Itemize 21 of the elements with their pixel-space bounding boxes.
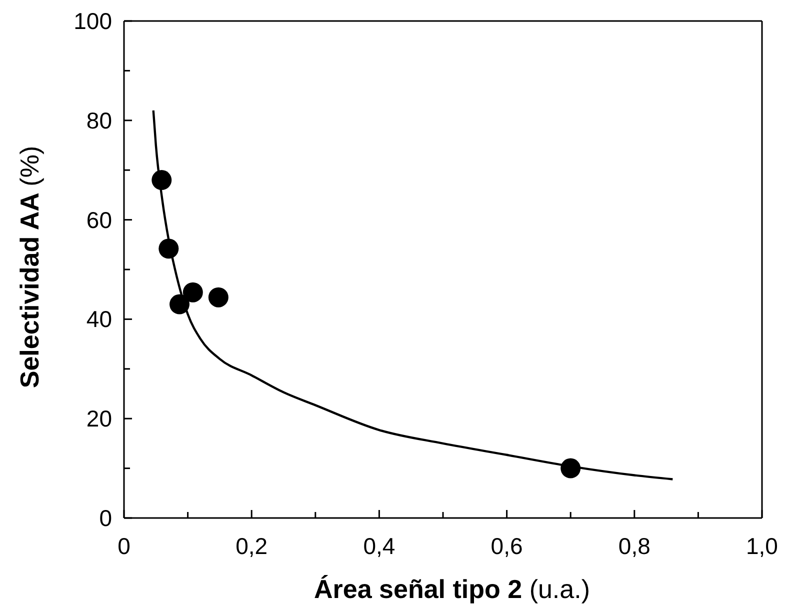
y-tick-label: 0	[99, 505, 112, 531]
y-tick-label: 80	[86, 107, 112, 134]
line-series	[152, 109, 674, 480]
x-tick-label: 1,0	[746, 533, 778, 559]
x-tick-label: 0,8	[618, 533, 650, 559]
y-tick-label: 100	[74, 8, 112, 34]
y-axis-title: Selectividad AA (%)	[14, 146, 44, 388]
x-tick-label: 0	[118, 533, 130, 559]
x-axis-title: Área señal tipo 2 (u.a.)	[314, 574, 590, 604]
x-tick-label: 0,2	[236, 533, 268, 559]
point	[208, 287, 228, 308]
point	[560, 458, 581, 478]
x-tick-label: 0,6	[490, 533, 523, 559]
point	[182, 282, 203, 302]
point	[170, 294, 190, 314]
point	[158, 238, 179, 259]
y-tick-label: 60	[86, 206, 112, 233]
point	[152, 170, 172, 190]
y-tick-label: 20	[86, 406, 112, 432]
x-tick-label: 0,4	[363, 533, 396, 559]
y-tick-label: 40	[86, 306, 112, 332]
